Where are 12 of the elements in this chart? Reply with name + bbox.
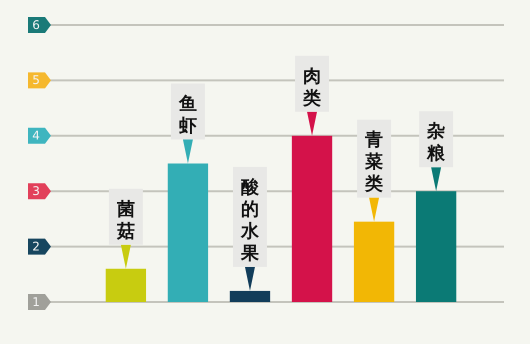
x-tick-label: 鱼虾 [178, 94, 197, 136]
x-tick-label: 菌菇 [116, 198, 135, 242]
y-tick-label: 1 [32, 294, 40, 309]
x-tick-label: 肉类 [302, 66, 322, 109]
y-tick-label: 4 [32, 128, 40, 143]
y-tick-label: 6 [32, 18, 40, 32]
x-tick-label: 青菜类 [364, 130, 384, 195]
y-tick-label: 2 [32, 239, 40, 254]
x-tick-label: 杂粮 [426, 121, 446, 164]
y-tick-label: 3 [32, 184, 40, 198]
y-tick-label: 5 [32, 73, 40, 88]
x-tick-label: 酸的水果 [240, 176, 260, 264]
